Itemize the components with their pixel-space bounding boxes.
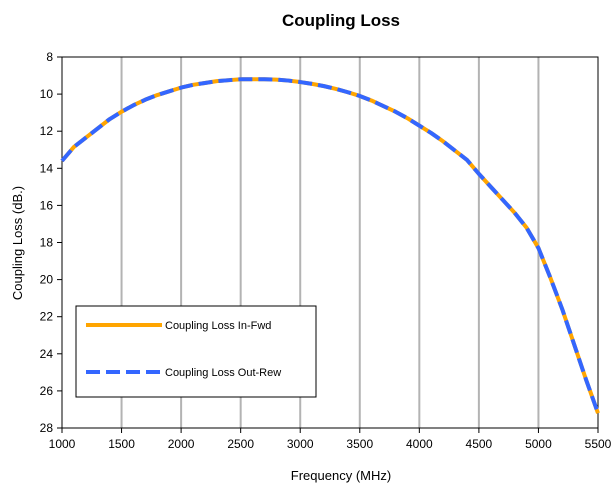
y-tick-label-16: 16 [40,198,54,212]
series-lines [60,77,600,414]
grid-lines [120,57,540,428]
x-tick-label-2500: 2500 [227,437,254,451]
series-line-1 [60,77,600,414]
y-tick-label-18: 18 [40,236,54,250]
y-tick-label-26: 26 [40,384,54,398]
y-tick-label-8: 8 [46,50,53,64]
x-tick-label-1000: 1000 [49,437,76,451]
legend-label-in-fwd: Coupling Loss In-Fwd [165,320,271,332]
x-tick-label-5000: 5000 [525,437,552,451]
y-tick-label-20: 20 [40,273,54,287]
legend-label-out-rew: Coupling Loss Out-Rew [165,367,281,379]
x-tick-label-4500: 4500 [466,437,493,451]
y-tick-label-14: 14 [40,161,54,175]
legend: Coupling Loss In-Fwd Coupling Loss Out-R… [75,305,317,398]
axis-ticks: 1000 1500 2000 2500 3000 3500 4000 4500 5000 5500… [40,50,612,451]
x-tick-label-3000: 3000 [287,437,314,451]
y-tick-label-24: 24 [40,347,54,361]
x-tick-label-4000: 4000 [406,437,433,451]
y-axis-label: Coupling Loss (dB.) [10,186,25,300]
y-tick-label-12: 12 [40,124,54,138]
x-tick-label-5500: 5500 [585,437,612,451]
x-axis-label: Frequency (MHz) [291,468,391,483]
y-tick-label-28: 28 [40,421,54,435]
legend-box [75,305,317,398]
x-tick-label-2000: 2000 [168,437,195,451]
y-tick-label-10: 10 [40,87,54,101]
x-tick-label-1500: 1500 [108,437,135,451]
x-tick-label-3500: 3500 [346,437,373,451]
y-tick-label-22: 22 [40,310,54,324]
chart-title: Coupling Loss [282,11,400,30]
